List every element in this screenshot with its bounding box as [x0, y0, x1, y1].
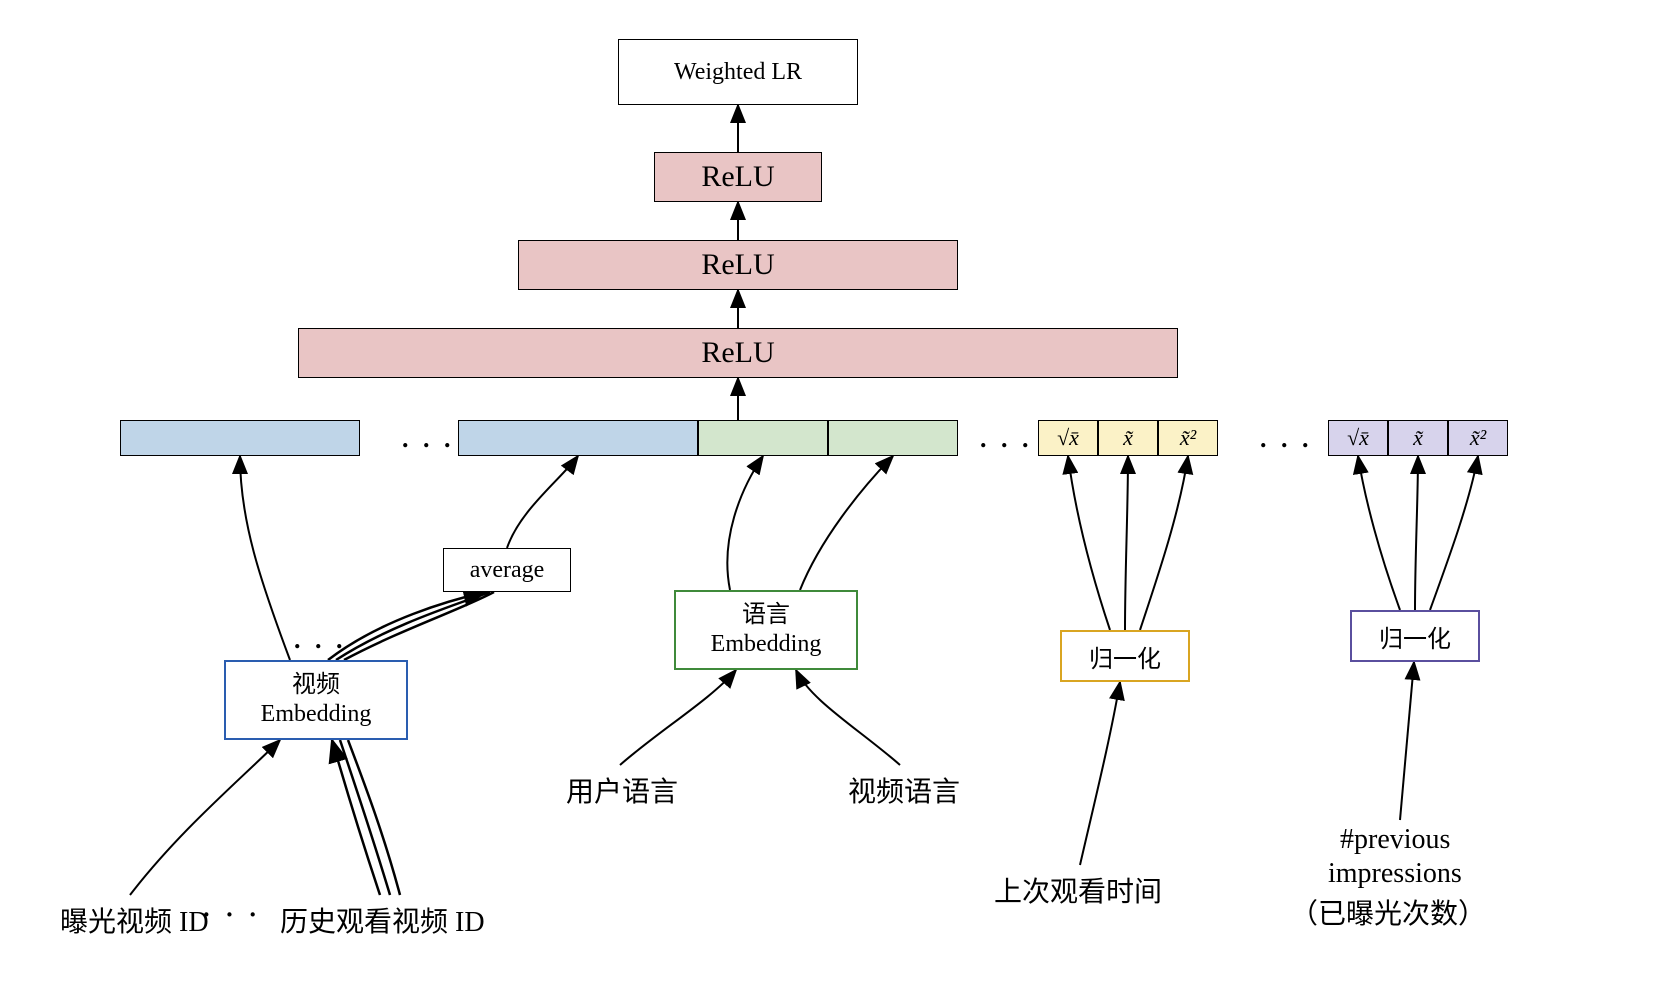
time-feature-x2: x̃² [1158, 420, 1218, 456]
user-language-embedding-vec [698, 420, 828, 456]
relu3-label: ReLU [701, 160, 774, 194]
time-x2-label: x̃² [1180, 425, 1196, 451]
impressions-feature-x: x̃ [1388, 420, 1448, 456]
previous-impressions-label-en2: impressions [1328, 858, 1462, 890]
watched-video-id-label: 历史观看视频 ID [280, 900, 485, 940]
ellipsis-dots: . . . [294, 625, 347, 655]
time-feature-sqrt: √x̄ [1038, 420, 1098, 456]
impression-embedding-vec [120, 420, 360, 456]
ellipsis-dots: · · · [202, 900, 261, 930]
ellipsis-dots: . . . [1260, 424, 1313, 454]
language-embedding-box: 语言 Embedding [674, 590, 858, 670]
imp-x-label: x̃ [1413, 425, 1423, 451]
time-x-label: x̃ [1123, 425, 1133, 451]
imp-x2-label: x̃² [1470, 425, 1486, 451]
ellipsis-dots: . . . [980, 424, 1033, 454]
language-embedding-label-top: 语言 [711, 601, 822, 630]
impressions-feature-x2: x̃² [1448, 420, 1508, 456]
language-embedding-label-bot: Embedding [711, 630, 822, 659]
normalize-time-label: 归一化 [1089, 639, 1161, 674]
impressions-feature-sqrt: √x̄ [1328, 420, 1388, 456]
output-label: Weighted LR [674, 59, 802, 86]
user-language-label: 用户语言 [566, 770, 678, 810]
previous-impressions-label-cn: （已曝光次数） [1290, 892, 1486, 932]
video-language-embedding-vec [828, 420, 958, 456]
impression-video-id-label: 曝光视频 ID [60, 900, 209, 940]
time-feature-x: x̃ [1098, 420, 1158, 456]
relu-layer-2: ReLU [518, 240, 958, 290]
previous-impressions-label-en1: #previous [1340, 824, 1450, 856]
average-label: average [470, 557, 545, 584]
normalize-time-box: 归一化 [1060, 630, 1190, 682]
normalize-impressions-label: 归一化 [1379, 619, 1451, 654]
normalize-impressions-box: 归一化 [1350, 610, 1480, 662]
relu1-label: ReLU [701, 336, 774, 370]
video-embedding-label-top: 视频 [261, 671, 372, 700]
relu-layer-3: ReLU [654, 152, 822, 202]
last-watch-time-label: 上次观看时间 [994, 870, 1162, 910]
time-sqrt-label: √x̄ [1057, 425, 1079, 451]
video-language-label: 视频语言 [848, 770, 960, 810]
watched-embedding-vec [458, 420, 698, 456]
video-embedding-box: 视频 Embedding [224, 660, 408, 740]
imp-sqrt-label: √x̄ [1347, 425, 1369, 451]
average-box: average [443, 548, 571, 592]
relu2-label: ReLU [701, 248, 774, 282]
video-embedding-label-bot: Embedding [261, 700, 372, 729]
relu-layer-1: ReLU [298, 328, 1178, 378]
ellipsis-dots: . . . [402, 424, 455, 454]
output-box: Weighted LR [618, 39, 858, 105]
